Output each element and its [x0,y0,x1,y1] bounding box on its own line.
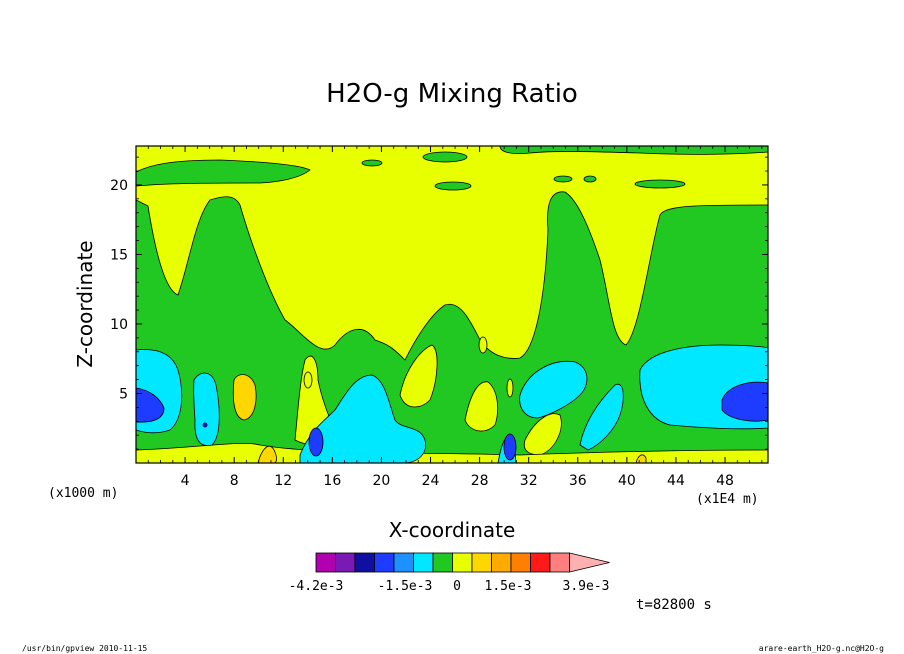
x-tick-label: 40 [618,473,636,489]
contour-region-blue-right [721,381,768,422]
colorbar-swatch [491,552,512,573]
x-tick-label: 28 [471,473,489,489]
colorbar-arrow [569,552,610,573]
contour-green-blob-4 [553,175,573,183]
x-unit-right: (x1E4 m) [696,492,759,507]
contour-region-blue-1 [308,427,324,457]
contour-region-cyan-right1 [519,360,588,419]
y-tick-label: 20 [110,178,128,194]
colorbar-label-4: 3.9e-3 [563,579,610,594]
contour-region-blue-dot [202,422,208,428]
time-label: t=82800 s [636,597,712,613]
colorbar-swatch [471,552,492,573]
x-axis-ticks: 4 8 12 16 20 24 28 32 36 40 44 48 [147,146,763,489]
contour-region-blue-left [136,387,165,423]
x-tick-label: 8 [230,473,239,489]
contour-yellow-column-b [399,344,438,408]
y-tick-label: 5 [119,386,128,402]
contour-region-cyan-small [193,372,220,447]
contour-yellow-column-d [523,413,562,456]
colorbar-label-2: 0 [453,579,461,594]
colorbar-swatch [530,552,551,573]
colorbar-label-0: -4.2e-3 [289,579,344,594]
contour-yellow-blob-2 [303,371,313,389]
contour-region-cyan-right2 [579,383,624,451]
colorbar-label-3: 1.5e-3 [485,579,532,594]
contour-yellow-blob-3 [506,378,514,398]
contour-green-blob-2 [434,181,472,191]
contour-region-green-top-right [499,146,768,155]
contour-yellow-blob-1 [478,336,488,354]
x-tick-label: 20 [373,473,391,489]
plot-frame [135,145,769,464]
contour-yellow-bottom [136,442,768,463]
footer-left: /usr/bin/gpview 2010-11-15 [22,644,147,653]
contour-green-blob-6 [634,179,686,189]
x-tick-label: 4 [181,473,190,489]
colorbar-swatch [510,552,531,573]
colorbar-labels: -4.2e-3 -1.5e-3 0 1.5e-3 3.9e-3 [289,579,610,594]
colorbar [315,552,610,573]
colorbar-swatch [335,552,356,573]
x-unit-left: (x1000 m) [48,486,118,501]
x-tick-label: 48 [716,473,734,489]
footer-right: arare-earth_H2O-g.nc@H2O-g [759,644,884,653]
colorbar-swatch [393,552,414,573]
chart-title: H2O-g Mixing Ratio [326,79,578,109]
y-axis-ticks: 5 10 15 20 [110,156,768,450]
y-tick-label: 15 [110,247,128,263]
contour-green-blob-5 [583,175,597,183]
x-tick-label: 32 [520,473,538,489]
x-tick-label: 24 [422,473,440,489]
colorbar-swatch [354,552,375,573]
x-tick-label: 44 [667,473,685,489]
contour-green-blob-1 [422,151,468,163]
contour-region-orange-1 [232,374,257,421]
contour-region-orange-3 [635,454,647,463]
contour-region-green-top [136,159,311,187]
x-tick-label: 16 [323,473,341,489]
colorbar-swatch [452,552,473,573]
colorbar-swatch [432,552,453,573]
contour-region-cyan-center [299,374,427,463]
x-tick-label: 12 [274,473,292,489]
y-axis-label: Z-coordinate [73,240,97,367]
x-tick-label: 36 [569,473,587,489]
y-tick-label: 10 [110,317,128,333]
contour-green-blob-3 [361,159,383,167]
colorbar-label-1: -1.5e-3 [378,579,433,594]
colorbar-swatch [374,552,395,573]
plot-area [136,146,768,463]
contour-region-blue-2 [503,433,517,461]
contour-yellow-column-c [464,381,499,432]
x-axis-label: X-coordinate [389,518,516,542]
colorbar-swatch [315,552,336,573]
colorbar-swatch [413,552,434,573]
colorbar-swatch [549,552,570,573]
